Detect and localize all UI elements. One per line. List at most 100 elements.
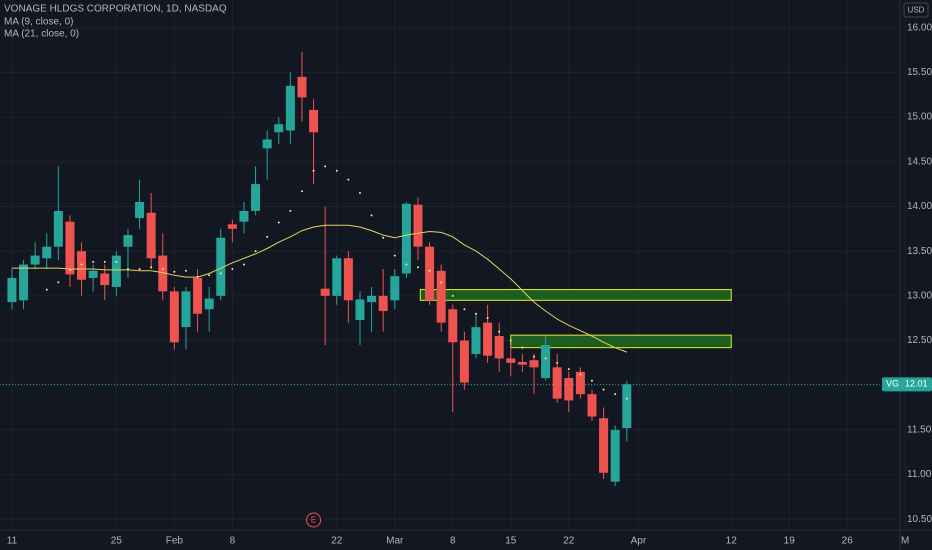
currency: USD xyxy=(908,6,925,15)
last-price-symbol: VG xyxy=(886,379,899,389)
candle-body xyxy=(193,277,203,314)
ma9-point xyxy=(300,190,303,193)
candle-body xyxy=(100,273,110,286)
candle-body xyxy=(390,276,400,301)
candle-body xyxy=(332,258,342,296)
plot xyxy=(0,51,900,487)
grid xyxy=(0,0,906,530)
ma9-point xyxy=(45,288,48,291)
ma9-point xyxy=(416,266,419,269)
last-price-value: 12.01 xyxy=(905,379,928,389)
ma9-point xyxy=(196,276,199,279)
x-tick-label: Mar xyxy=(386,536,404,547)
candle-body xyxy=(204,298,214,310)
ma9-point xyxy=(590,379,593,382)
ma21-line xyxy=(11,224,627,353)
candle-body xyxy=(343,258,353,301)
earnings-label: E xyxy=(311,516,316,525)
ma9-point xyxy=(266,235,269,238)
candle-body xyxy=(413,204,423,247)
ma9-point xyxy=(428,269,431,272)
candle-body xyxy=(158,255,168,292)
ma9-point xyxy=(289,209,292,212)
ma9-point xyxy=(393,254,396,257)
candle-body xyxy=(181,291,191,328)
candle-body xyxy=(552,367,562,399)
candle-body xyxy=(274,124,284,133)
ma9-point xyxy=(335,169,338,172)
candle-body xyxy=(19,264,29,301)
ma9-point xyxy=(80,263,83,266)
y-tick-label: 11.50 xyxy=(907,425,932,436)
y-tick-label: 12.50 xyxy=(907,335,932,346)
ma9-point xyxy=(370,214,373,217)
y-tick-label: 11.00 xyxy=(907,469,932,480)
currency-box[interactable] xyxy=(903,2,929,18)
x-tick-label: 12 xyxy=(726,536,738,547)
indicator-label: MA (9, close, 0) xyxy=(4,17,73,28)
candle-body xyxy=(135,201,145,219)
candle-body xyxy=(378,295,388,312)
candle-body xyxy=(448,309,458,343)
candle-body xyxy=(587,394,597,417)
candle-body xyxy=(42,246,52,259)
candle-body xyxy=(216,237,226,296)
zone xyxy=(419,289,732,301)
y-tick-label: 13.50 xyxy=(907,246,932,257)
ma9-point xyxy=(219,272,222,275)
candle-body xyxy=(517,361,527,365)
ma9-point xyxy=(509,339,512,342)
ma9-point xyxy=(567,368,570,371)
ma9-point xyxy=(277,221,280,224)
ma9-point xyxy=(521,346,524,349)
ma9-point xyxy=(208,274,211,277)
ma9-point xyxy=(115,260,118,263)
x-tick-label: 8 xyxy=(450,536,456,547)
y-tick-label: 14.50 xyxy=(907,156,932,167)
y-tick-label: 14.00 xyxy=(907,201,932,212)
ma9-point xyxy=(405,263,408,266)
ma9-point xyxy=(184,269,187,272)
ma9-point xyxy=(440,281,443,284)
ma9-point xyxy=(544,357,547,360)
candle-body xyxy=(30,255,40,265)
x-tick-label: 19 xyxy=(784,536,796,547)
ma9-point xyxy=(254,250,257,253)
candle-body xyxy=(483,322,493,356)
ma9-point xyxy=(68,268,71,271)
indicator-label: MA (21, close, 0) xyxy=(4,29,79,40)
candle-body xyxy=(506,358,516,363)
ma9-point xyxy=(463,308,466,311)
ma9-point xyxy=(451,294,454,297)
ma9-point xyxy=(173,270,176,273)
ma9-point xyxy=(556,361,559,364)
ma9-point xyxy=(242,263,245,266)
ma9-point xyxy=(231,268,234,271)
y-tick-label: 16.00 xyxy=(907,22,932,33)
earnings-marker[interactable] xyxy=(306,512,322,528)
candle-body xyxy=(309,109,319,133)
ma9-point xyxy=(614,393,617,396)
candle-body xyxy=(251,184,261,211)
x-tick-label: 22 xyxy=(563,536,575,547)
ma9-point xyxy=(324,165,327,168)
ma9-point xyxy=(347,178,350,181)
candle-body xyxy=(367,295,377,303)
ma9-point xyxy=(358,192,361,195)
ma9-point xyxy=(312,169,315,172)
chart-title: VONAGE HLDGS CORPORATION, 1D, NASDAQ xyxy=(4,4,227,15)
x-tick-label: 26 xyxy=(842,536,854,547)
candle-body xyxy=(494,336,504,359)
x-tick-label: 8 xyxy=(230,536,236,547)
y-tick-label: 15.50 xyxy=(907,67,932,78)
candle-body xyxy=(622,384,632,429)
candle-body xyxy=(7,277,17,303)
x-tick-label: 11 xyxy=(7,536,18,547)
ma9-point xyxy=(57,281,60,284)
last-price-tag xyxy=(882,377,932,392)
candle-body xyxy=(471,327,481,354)
candle-body xyxy=(169,291,179,343)
y-tick-label: 10.50 xyxy=(907,514,932,525)
ma9-point xyxy=(474,312,477,315)
ma9-point xyxy=(382,236,385,239)
